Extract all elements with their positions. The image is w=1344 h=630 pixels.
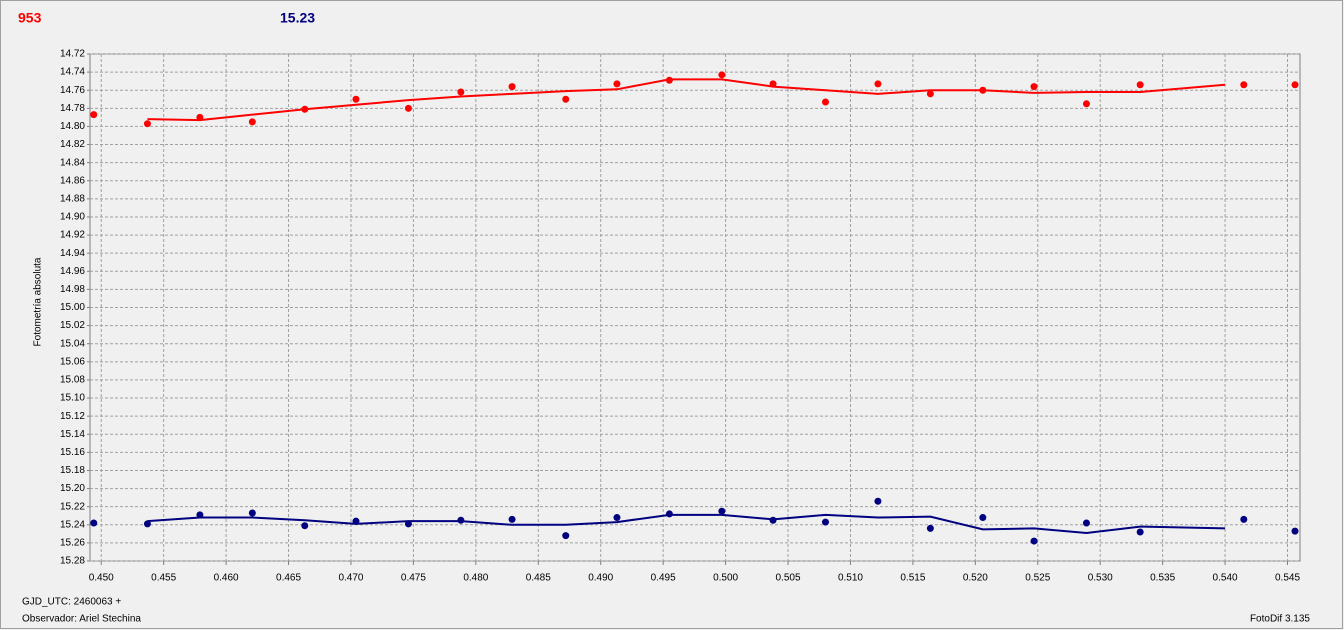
data-point <box>718 507 726 515</box>
data-point <box>874 497 882 505</box>
x-tick-label: 0.460 <box>214 573 239 584</box>
x-tick-label: 0.495 <box>651 573 676 584</box>
y-tick-label: 14.86 <box>60 175 85 186</box>
x-tick-label: 0.485 <box>526 573 551 584</box>
data-point <box>926 524 934 532</box>
data-point <box>1136 81 1144 89</box>
data-point <box>1082 100 1090 108</box>
y-axis-label: Fotometría absoluta <box>33 257 44 346</box>
data-point <box>90 519 98 527</box>
data-point <box>404 104 412 112</box>
data-point <box>143 520 151 528</box>
data-point <box>1291 81 1299 89</box>
y-tick-label: 14.98 <box>60 284 85 295</box>
data-point <box>1240 515 1248 523</box>
data-point <box>457 88 465 96</box>
data-point <box>1136 528 1144 536</box>
y-tick-label: 15.14 <box>60 429 85 440</box>
data-point <box>301 522 309 530</box>
data-point <box>874 80 882 88</box>
x-tick-label: 0.525 <box>1025 573 1050 584</box>
y-tick-label: 14.90 <box>60 212 85 223</box>
x-tick-label: 0.475 <box>401 573 426 584</box>
y-tick-label: 14.72 <box>60 49 85 60</box>
header-right: 15.23 <box>280 10 315 26</box>
data-point <box>613 514 621 522</box>
data-point <box>926 90 934 98</box>
data-point <box>1240 81 1248 89</box>
y-tick-label: 14.76 <box>60 85 85 96</box>
y-tick-label: 15.20 <box>60 483 85 494</box>
x-tick-label: 0.535 <box>1150 573 1175 584</box>
y-tick-label: 15.02 <box>60 320 85 331</box>
x-tick-label: 0.520 <box>963 573 988 584</box>
data-point <box>562 95 570 103</box>
footer-date: GJD_UTC: 2460063 + <box>22 597 121 608</box>
data-point <box>248 509 256 517</box>
x-tick-label: 0.545 <box>1275 573 1300 584</box>
data-point <box>979 514 987 522</box>
data-point <box>352 95 360 103</box>
y-tick-label: 14.96 <box>60 266 85 277</box>
y-tick-label: 14.78 <box>60 103 85 114</box>
y-tick-label: 15.00 <box>60 302 85 313</box>
data-point <box>90 111 98 119</box>
y-tick-label: 15.28 <box>60 556 85 567</box>
data-point <box>562 532 570 540</box>
data-point <box>143 120 151 128</box>
x-tick-label: 0.510 <box>838 573 863 584</box>
data-point <box>248 118 256 126</box>
y-tick-label: 15.06 <box>60 356 85 367</box>
data-point <box>1291 527 1299 535</box>
x-tick-label: 0.540 <box>1213 573 1238 584</box>
data-point <box>718 71 726 79</box>
x-tick-label: 0.505 <box>776 573 801 584</box>
data-point <box>1030 537 1038 545</box>
x-tick-label: 0.500 <box>713 573 738 584</box>
y-tick-label: 15.18 <box>60 465 85 476</box>
header-left: 953 <box>18 10 42 26</box>
y-tick-label: 15.10 <box>60 393 85 404</box>
x-tick-label: 0.490 <box>588 573 613 584</box>
data-point <box>508 83 516 91</box>
data-point <box>1082 519 1090 527</box>
y-tick-label: 14.84 <box>60 157 85 168</box>
y-tick-label: 14.82 <box>60 139 85 150</box>
x-tick-label: 0.455 <box>151 573 176 584</box>
y-tick-label: 14.88 <box>60 193 85 204</box>
y-tick-label: 15.12 <box>60 411 85 422</box>
fit-line <box>147 513 1226 534</box>
data-point <box>613 80 621 88</box>
y-tick-label: 14.92 <box>60 230 85 241</box>
y-tick-label: 15.24 <box>60 519 85 530</box>
footer-observer: Observador: Ariel Stechina <box>22 614 141 625</box>
x-tick-label: 0.465 <box>276 573 301 584</box>
y-tick-label: 15.16 <box>60 447 85 458</box>
y-tick-label: 15.22 <box>60 501 85 512</box>
data-point <box>1030 83 1038 91</box>
x-tick-label: 0.530 <box>1088 573 1113 584</box>
x-tick-label: 0.470 <box>338 573 363 584</box>
y-tick-label: 15.26 <box>60 538 85 549</box>
data-point <box>821 518 829 526</box>
y-tick-label: 14.80 <box>60 121 85 132</box>
footer-software: FotoDif 3.135 <box>1250 614 1310 625</box>
y-tick-label: 14.74 <box>60 67 85 78</box>
x-tick-label: 0.515 <box>900 573 925 584</box>
fit-line <box>147 78 1226 122</box>
y-tick-label: 15.04 <box>60 338 85 349</box>
x-tick-label: 0.450 <box>89 573 114 584</box>
x-tick-label: 0.480 <box>463 573 488 584</box>
y-tick-label: 15.08 <box>60 375 85 386</box>
data-point <box>821 98 829 106</box>
y-tick-label: 14.94 <box>60 248 85 259</box>
data-point <box>508 515 516 523</box>
